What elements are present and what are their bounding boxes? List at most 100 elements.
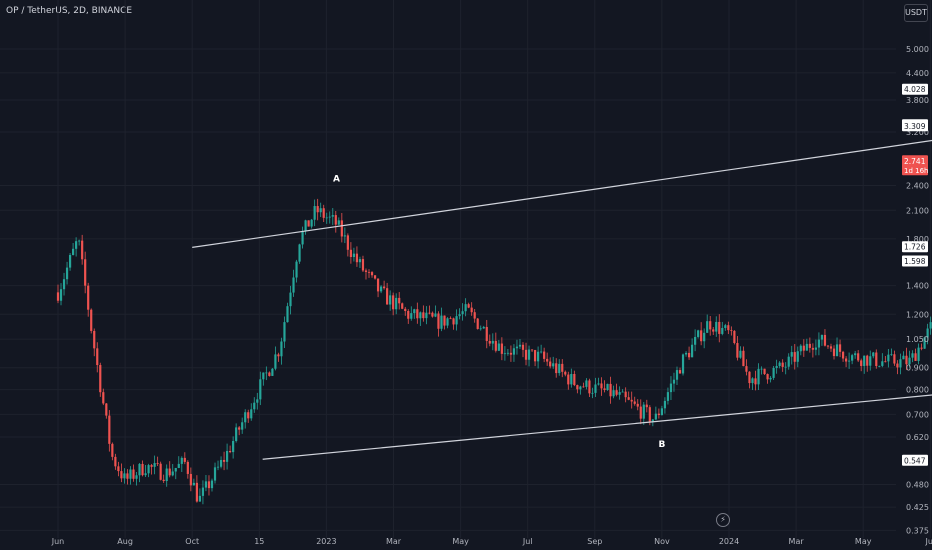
candle-up [259,379,262,400]
candle-down [207,481,211,489]
candle-down [361,259,365,271]
candle-up [458,314,461,317]
candle-up [455,316,458,325]
candle-up [479,328,482,330]
candle-down [893,354,896,364]
candle-down [401,303,404,309]
candle-up [869,356,872,366]
candle-up [78,240,81,242]
candle-up [461,311,464,315]
countdown-text: 1d 16h [904,167,928,175]
candle-down [530,349,534,351]
candle-up [654,413,657,420]
candle-down [168,468,171,476]
candle-up [180,457,183,464]
candle-down [823,334,827,346]
candle-up [497,343,500,351]
candle-down [108,415,111,444]
candle-up [165,468,168,482]
candle-up [820,334,824,340]
candle-down [576,385,579,390]
candle-up [537,351,540,362]
candle-up [591,392,594,394]
candle-down [700,330,703,342]
candle-down [733,330,736,344]
y-tick-label: 3.800 [906,96,929,105]
candle-up [926,328,929,338]
candle-down [838,344,842,352]
candle-up [464,304,467,312]
candle-down [422,312,425,319]
candle-up [219,459,223,467]
candle-up [784,366,787,368]
candle-up [262,372,265,380]
y-tick-label: 5.000 [906,45,929,54]
candle-up [62,279,66,290]
candle-up [878,365,881,367]
candle-up [835,344,839,357]
candle-up [135,475,138,479]
candle-down [277,354,280,357]
candle-up [419,312,422,319]
candle-up [325,217,328,219]
y-tick-label: 1.800 [906,235,929,244]
candle-up [675,370,679,380]
candle-down [500,343,503,354]
candle-up [75,241,78,249]
candle-down [582,386,585,388]
candle-up [642,404,645,419]
candle-up [253,402,256,410]
price-label-badge [902,241,928,253]
candle-down [636,403,639,407]
candle-up [210,480,214,489]
trendline [262,394,932,460]
candle-up [425,312,428,319]
candle-up [123,473,126,479]
candle-up [256,399,259,403]
candle-up [434,313,437,317]
candle-down [117,466,120,472]
lightning-icon[interactable]: ⚡ [716,513,730,527]
candle-up [244,412,247,423]
currency-button[interactable]: USDT [904,4,928,22]
candle-up [681,354,685,374]
candle-up [440,315,443,329]
candle-up [283,322,286,342]
candle-up [769,377,772,380]
candle-up [280,341,283,357]
y-tick-label: 0.700 [906,410,929,419]
candle-up [68,255,72,268]
candle-up [851,355,854,361]
candle-down [452,318,455,325]
y-tick-label: 0.375 [906,526,929,535]
candle-down [156,463,159,464]
candle-down [162,479,165,482]
candle-down [183,457,186,462]
ticker-title[interactable]: OP / TetherUS, 2D, BINANCE [6,6,133,16]
candle-up [129,469,132,479]
candle-up [310,219,313,227]
x-tick-label: May [855,537,872,546]
x-tick-label: Jul [522,537,533,546]
candle-layer [56,198,932,505]
current-price-badge [902,155,928,176]
candle-down [247,412,250,419]
price-label-badge [902,120,928,132]
candle-down [141,463,144,476]
candle-down [920,347,923,349]
candle-down [603,388,606,390]
trendline-layer [192,139,932,460]
candle-down [376,278,380,292]
candle-down [521,344,525,350]
candle-up [286,306,289,323]
candle-up [917,347,920,361]
candle-up [854,353,857,356]
candle-down [84,259,87,286]
candle-up [225,450,229,462]
candle-down [90,309,93,331]
candle-up [337,220,340,225]
candle-up [177,463,180,468]
candle-down [367,271,371,273]
